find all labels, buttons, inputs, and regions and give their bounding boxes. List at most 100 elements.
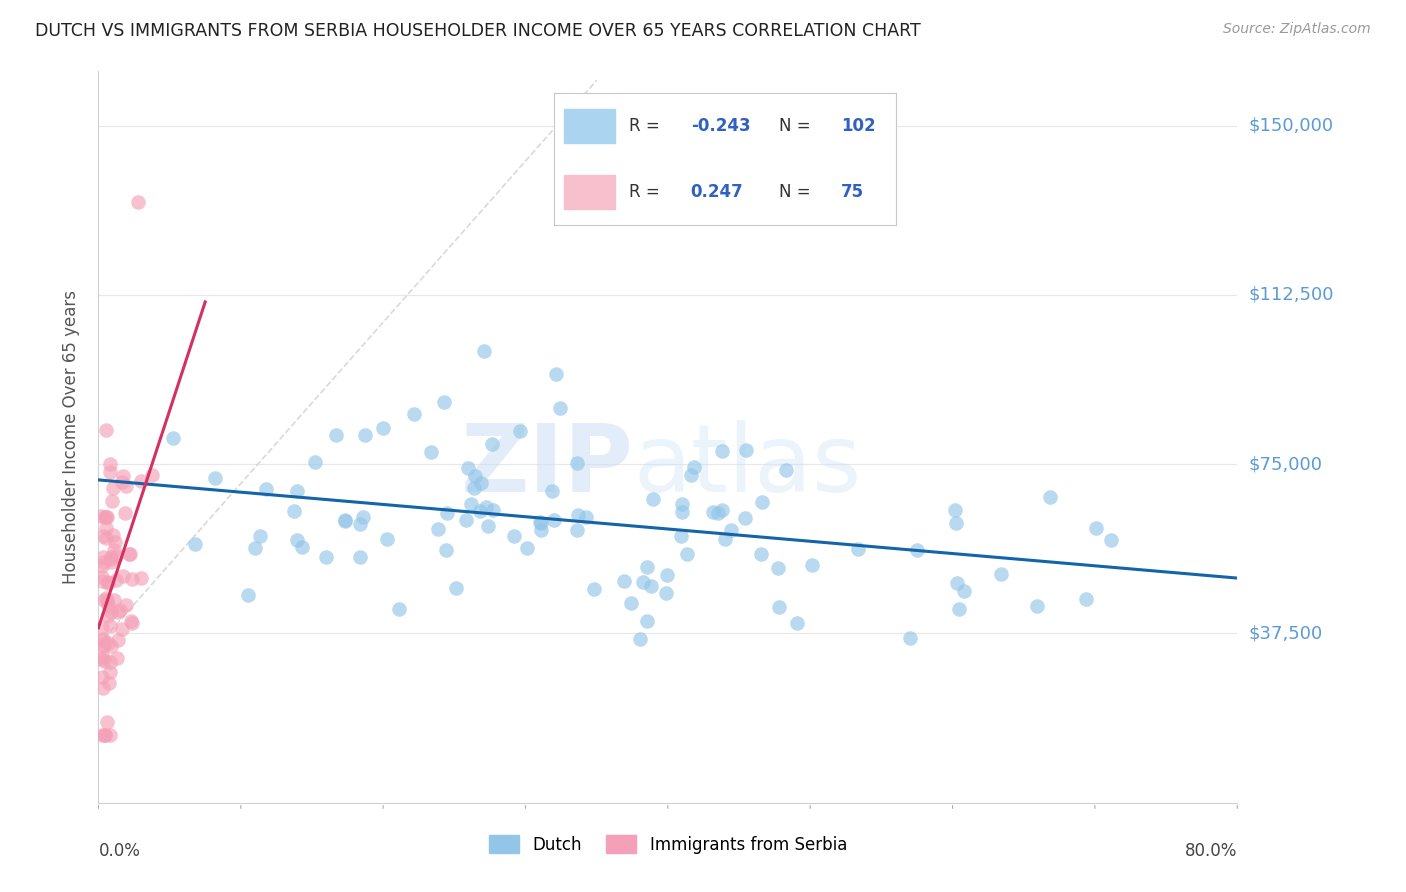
Point xyxy=(91,632,114,647)
Text: $150,000: $150,000 xyxy=(1249,117,1333,135)
Text: 80.0%: 80.0% xyxy=(1185,842,1237,860)
Point xyxy=(285,483,308,498)
Point xyxy=(243,541,266,555)
Point xyxy=(613,574,636,589)
Point xyxy=(749,547,772,561)
Point xyxy=(94,532,117,546)
Point xyxy=(675,548,697,562)
Point xyxy=(104,535,127,549)
Point xyxy=(121,572,143,586)
Point xyxy=(640,579,662,593)
Point xyxy=(720,524,742,538)
Point xyxy=(91,640,114,654)
Point xyxy=(707,507,730,521)
Point xyxy=(444,581,467,595)
Point xyxy=(98,457,121,471)
Point xyxy=(766,561,789,575)
Point xyxy=(734,511,756,525)
Point xyxy=(238,588,260,602)
Point xyxy=(118,547,141,561)
Point xyxy=(800,558,823,572)
Point xyxy=(100,605,122,619)
Point xyxy=(100,549,122,564)
Point xyxy=(100,555,122,569)
Point xyxy=(90,670,112,684)
Point xyxy=(90,574,112,588)
Point xyxy=(516,541,538,555)
Text: Source: ZipAtlas.com: Source: ZipAtlas.com xyxy=(1223,22,1371,37)
Point xyxy=(735,443,758,458)
Point xyxy=(464,469,486,483)
Point xyxy=(105,651,128,665)
Text: ZIP: ZIP xyxy=(461,420,634,512)
Point xyxy=(628,632,651,646)
Point xyxy=(905,543,928,558)
Point xyxy=(1039,490,1062,504)
Point xyxy=(457,461,479,475)
Point xyxy=(681,468,703,483)
Point xyxy=(477,519,499,533)
Point xyxy=(1025,599,1047,613)
Point xyxy=(91,559,114,574)
Point xyxy=(463,481,485,495)
Point xyxy=(530,524,553,538)
Point xyxy=(643,492,665,507)
Point xyxy=(530,516,553,531)
Point xyxy=(100,639,122,653)
Point xyxy=(540,483,562,498)
Point xyxy=(454,513,477,527)
Y-axis label: Householder Income Over 65 years: Householder Income Over 65 years xyxy=(62,290,80,584)
Point xyxy=(669,528,692,542)
Point xyxy=(249,529,271,543)
Point xyxy=(97,636,120,650)
Point xyxy=(105,549,128,563)
Point xyxy=(775,463,797,477)
Point xyxy=(91,632,114,647)
Point xyxy=(93,638,115,652)
Point xyxy=(751,494,773,508)
Point xyxy=(543,513,565,527)
Point xyxy=(768,599,790,614)
Point xyxy=(481,436,503,450)
Point xyxy=(786,615,808,630)
Point xyxy=(94,728,117,742)
Legend: Dutch, Immigrants from Serbia: Dutch, Immigrants from Serbia xyxy=(482,829,853,860)
Point xyxy=(846,541,869,556)
Point xyxy=(127,195,149,210)
Point xyxy=(93,555,115,569)
Point xyxy=(184,537,207,551)
Point xyxy=(682,459,704,474)
Point xyxy=(111,622,134,636)
Point xyxy=(1099,533,1122,548)
Point xyxy=(671,505,693,519)
Point xyxy=(101,528,124,542)
Point xyxy=(162,431,184,445)
Point xyxy=(91,728,114,742)
Point xyxy=(118,547,141,561)
Point xyxy=(111,469,134,483)
Point xyxy=(470,476,492,491)
Point xyxy=(655,586,678,600)
Point xyxy=(97,598,120,612)
Point xyxy=(94,423,117,437)
Point xyxy=(94,509,117,524)
Point xyxy=(98,665,121,680)
Point xyxy=(98,675,121,690)
Point xyxy=(90,508,112,523)
Point xyxy=(509,424,531,438)
Point xyxy=(529,515,551,529)
Point xyxy=(91,681,114,696)
Point xyxy=(565,523,588,537)
Point xyxy=(204,471,226,485)
Point xyxy=(945,516,967,530)
Point xyxy=(472,344,495,359)
Point xyxy=(710,443,733,458)
Point xyxy=(898,632,921,646)
Point xyxy=(426,522,449,536)
Point xyxy=(315,549,337,564)
Text: $75,000: $75,000 xyxy=(1249,455,1323,473)
Point xyxy=(434,542,457,557)
Point xyxy=(710,502,733,516)
Point xyxy=(285,533,308,547)
Point xyxy=(91,529,114,543)
